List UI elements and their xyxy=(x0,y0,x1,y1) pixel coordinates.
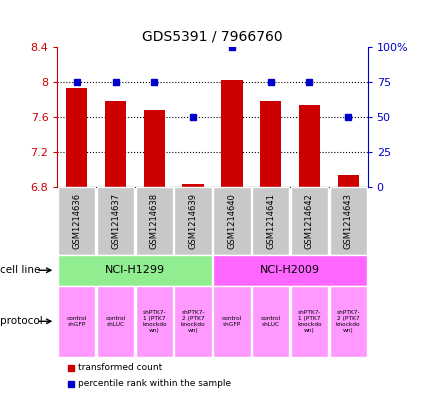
Text: shPTK7-
2 (PTK7
knockdo
wn): shPTK7- 2 (PTK7 knockdo wn) xyxy=(336,310,360,332)
Bar xyxy=(330,187,367,255)
Text: percentile rank within the sample: percentile rank within the sample xyxy=(78,380,231,388)
Bar xyxy=(97,286,134,357)
Bar xyxy=(291,187,328,255)
Text: control
shLUC: control shLUC xyxy=(105,316,126,327)
Text: cell line: cell line xyxy=(0,265,41,275)
Bar xyxy=(337,175,359,187)
Text: control
shGFP: control shGFP xyxy=(67,316,87,327)
Bar xyxy=(66,88,88,187)
Text: GSM1214643: GSM1214643 xyxy=(344,193,353,249)
Bar xyxy=(97,187,134,255)
Bar xyxy=(182,184,204,187)
Text: GSM1214640: GSM1214640 xyxy=(227,193,236,249)
Text: transformed count: transformed count xyxy=(78,363,162,372)
Bar xyxy=(58,187,95,255)
Bar xyxy=(252,286,289,357)
Bar xyxy=(213,286,250,357)
Text: shPTK7-
1 (PTK7
knockdo
wn): shPTK7- 1 (PTK7 knockdo wn) xyxy=(142,310,167,332)
Text: GSM1214642: GSM1214642 xyxy=(305,193,314,249)
Text: NCI-H1299: NCI-H1299 xyxy=(105,265,165,275)
Bar xyxy=(175,187,212,255)
Text: GSM1214639: GSM1214639 xyxy=(189,193,198,249)
Text: GSM1214641: GSM1214641 xyxy=(266,193,275,249)
Bar xyxy=(252,187,289,255)
Text: GSM1214636: GSM1214636 xyxy=(72,193,81,249)
Bar xyxy=(213,187,250,255)
Text: GSM1214637: GSM1214637 xyxy=(111,193,120,249)
Bar xyxy=(175,286,212,357)
Bar xyxy=(299,105,320,187)
Bar xyxy=(136,187,173,255)
Text: protocol: protocol xyxy=(0,316,43,326)
Text: shPTK7-
1 (PTK7
knockdo
wn): shPTK7- 1 (PTK7 knockdo wn) xyxy=(297,310,322,332)
Bar xyxy=(213,255,367,286)
Bar xyxy=(221,80,243,187)
Text: NCI-H2009: NCI-H2009 xyxy=(260,265,320,275)
Text: control
shGFP: control shGFP xyxy=(222,316,242,327)
Bar xyxy=(260,101,281,187)
Bar xyxy=(58,255,212,286)
Bar xyxy=(144,110,165,187)
Text: control
shLUC: control shLUC xyxy=(261,316,281,327)
Text: shPTK7-
2 (PTK7
knockdo
wn): shPTK7- 2 (PTK7 knockdo wn) xyxy=(181,310,205,332)
Bar xyxy=(58,286,95,357)
Bar xyxy=(136,286,173,357)
Text: GSM1214638: GSM1214638 xyxy=(150,193,159,249)
Bar xyxy=(291,286,328,357)
Bar xyxy=(330,286,367,357)
Title: GDS5391 / 7966760: GDS5391 / 7966760 xyxy=(142,29,283,43)
Bar xyxy=(105,101,126,187)
